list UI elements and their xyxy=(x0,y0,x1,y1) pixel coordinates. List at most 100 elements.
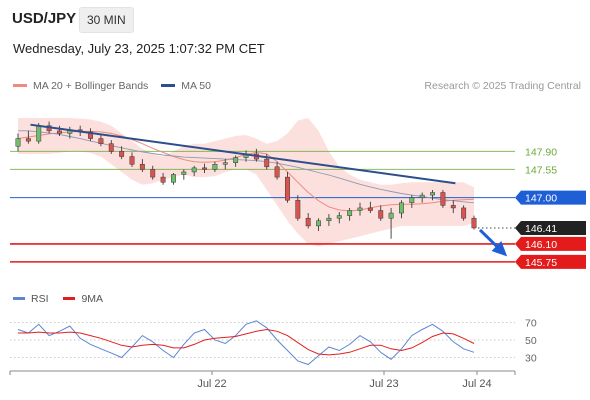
legend-swatch-9ma xyxy=(63,296,76,300)
rsi-panel: 70 50 30 xyxy=(10,318,537,366)
candle-body xyxy=(388,212,394,219)
legend-swatch-ma20 xyxy=(13,83,27,87)
candle-31 xyxy=(336,212,342,224)
candle-15 xyxy=(171,172,176,185)
candle-14 xyxy=(160,172,166,185)
legend-swatch-rsi xyxy=(13,296,25,300)
legend-label-ma20: MA 20 + Bollinger Bands xyxy=(33,80,149,92)
level-labels: 147.90 147.55 147.00 146.41 146.10 145.75 xyxy=(515,146,586,269)
candle-34 xyxy=(367,201,373,214)
candle-29 xyxy=(316,218,321,232)
candle-body xyxy=(25,138,31,142)
level-tag-147-00 xyxy=(515,190,586,205)
candle-36 xyxy=(388,207,394,239)
level-tag-146-41 xyxy=(515,220,586,235)
candle-20 xyxy=(222,159,228,170)
candle-body xyxy=(139,163,145,170)
x-axis: Jul 22 Jul 23 Jul 24 xyxy=(9,370,516,390)
candle-26 xyxy=(285,171,290,203)
candle-body xyxy=(347,210,353,216)
candle-37 xyxy=(399,200,404,219)
candle-body xyxy=(181,171,187,175)
bollinger-bands xyxy=(18,118,474,247)
candle-44 xyxy=(471,215,477,230)
candlesticks xyxy=(15,121,477,239)
candle-19 xyxy=(212,161,218,172)
level-tag-145-75 xyxy=(515,254,586,269)
legend-item-ma20: MA 20 + Bollinger Bands xyxy=(13,80,148,92)
candle-body xyxy=(471,217,477,229)
level-label-147-55: 147.55 xyxy=(525,164,557,176)
candle-body xyxy=(399,202,404,214)
candle-0 xyxy=(15,133,21,152)
legend-label-9ma: 9MA xyxy=(81,293,104,305)
candle-body xyxy=(367,207,373,211)
legend-item-rsi: RSI xyxy=(13,293,49,305)
candle-27 xyxy=(295,195,301,221)
research-credit: Research © 2025 Trading Central xyxy=(424,80,581,92)
candle-41 xyxy=(440,189,446,208)
timeframe-badge[interactable]: 30 MIN xyxy=(79,7,134,33)
chart-header: USD/JPY 30 MIN Wednesday, July 23, 2025 … xyxy=(0,0,590,70)
candle-11 xyxy=(129,152,135,167)
candle-28 xyxy=(305,213,311,229)
candle-body xyxy=(336,215,342,219)
candle-body xyxy=(326,217,332,222)
candle-43 xyxy=(461,205,467,221)
level-label-147-00: 147.00 xyxy=(525,193,557,205)
symbol-label: USD/JPY xyxy=(12,10,77,27)
candle-16 xyxy=(181,169,187,180)
candle-body xyxy=(295,199,301,219)
candle-body xyxy=(15,138,21,147)
legend-item-9ma: 9MA xyxy=(63,293,103,305)
level-tag-146-10 xyxy=(515,236,586,251)
price-legend: MA 20 + Bollinger Bands MA 50 xyxy=(13,80,221,92)
legend-item-ma50: MA 50 xyxy=(161,80,211,92)
candle-32 xyxy=(347,207,353,221)
candle-body xyxy=(36,125,42,142)
level-label-146-10: 146.10 xyxy=(525,239,557,251)
candle-body xyxy=(108,143,114,152)
timestamp: Wednesday, July 23, 2025 1:07:32 PM CET xyxy=(13,41,265,56)
candle-body xyxy=(316,220,321,227)
candle-30 xyxy=(326,214,332,226)
candle-21 xyxy=(233,155,239,167)
candle-body xyxy=(378,210,384,219)
candle-body xyxy=(357,207,363,211)
candle-10 xyxy=(119,146,125,160)
candle-body xyxy=(202,167,207,170)
candle-body xyxy=(285,176,290,201)
candle-body xyxy=(98,138,104,144)
level-label-147-90: 147.90 xyxy=(525,146,557,158)
candle-body xyxy=(119,151,125,157)
rsi-tick-70: 70 xyxy=(525,318,537,330)
candle-1 xyxy=(25,130,31,144)
candle-17 xyxy=(191,165,197,177)
candle-18 xyxy=(202,163,207,173)
candle-body xyxy=(430,192,435,196)
candle-4 xyxy=(57,125,62,136)
candle-body xyxy=(461,207,467,219)
candle-body xyxy=(274,166,280,178)
trendline xyxy=(30,123,456,185)
trendline-group xyxy=(30,123,508,257)
candle-body xyxy=(88,131,93,139)
candle-25 xyxy=(274,161,280,180)
candle-33 xyxy=(357,202,363,216)
rsi-tick-30: 30 xyxy=(525,353,537,365)
candle-39 xyxy=(419,192,425,203)
candle-body xyxy=(212,163,218,170)
candle-35 xyxy=(378,205,384,221)
candle-body xyxy=(409,197,415,204)
candle-body xyxy=(57,130,62,134)
rsi-legend: RSI 9MA xyxy=(13,293,115,305)
forecast-arrow-head xyxy=(491,240,508,257)
candle-body xyxy=(171,174,176,183)
candle-body xyxy=(150,169,156,178)
x-tick-label: Jul 24 xyxy=(462,378,491,390)
candle-40 xyxy=(430,189,435,201)
candle-body xyxy=(419,194,425,198)
legend-label-rsi: RSI xyxy=(31,293,49,305)
legend-swatch-ma50 xyxy=(161,83,176,87)
